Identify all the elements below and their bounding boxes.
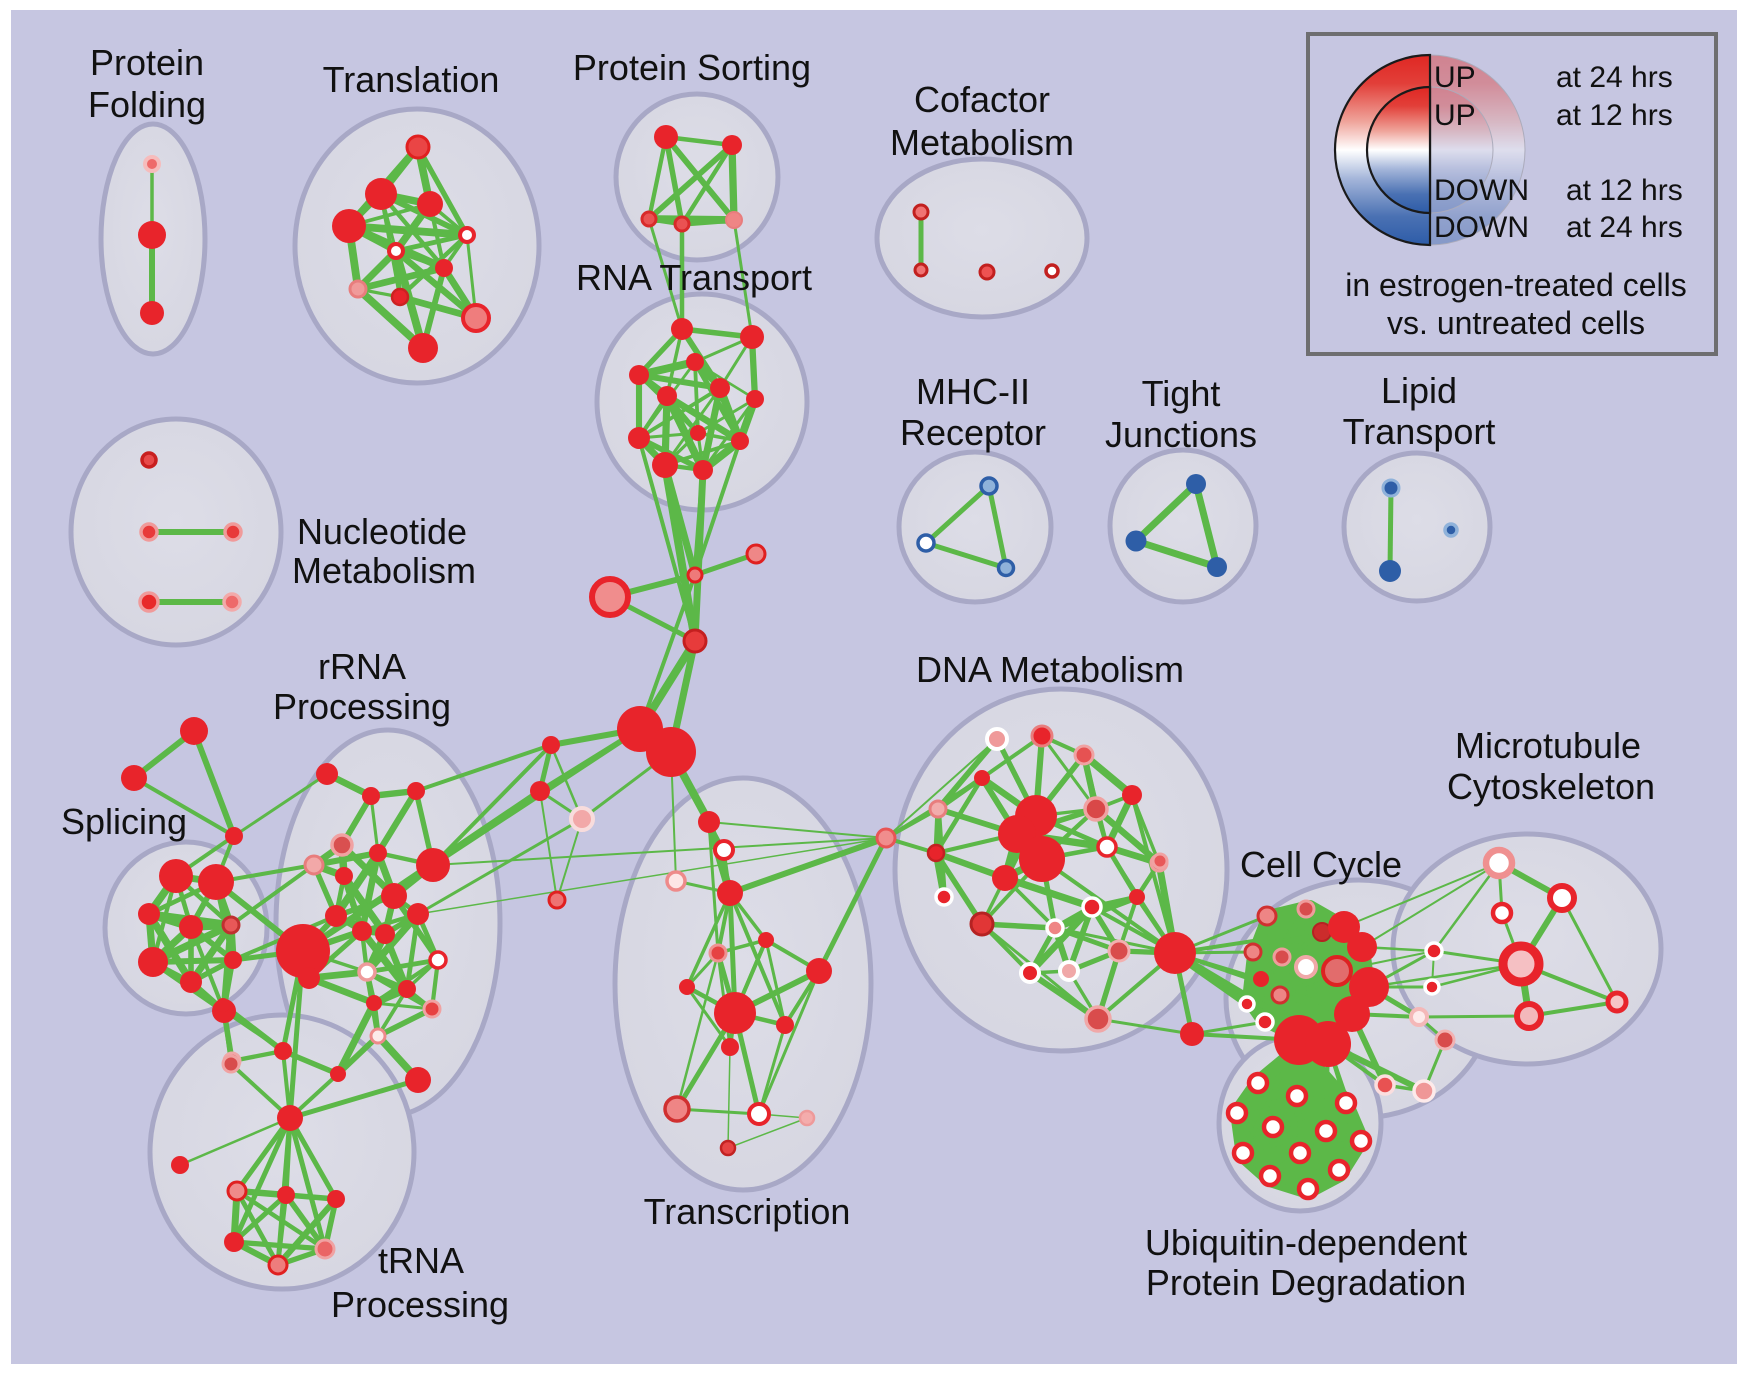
svg-text:Metabolism: Metabolism xyxy=(292,550,476,591)
svg-text:Cell Cycle: Cell Cycle xyxy=(1240,844,1402,885)
svg-text:Protein: Protein xyxy=(90,42,204,83)
svg-text:Tight: Tight xyxy=(1142,373,1221,414)
svg-text:Cofactor: Cofactor xyxy=(914,79,1050,120)
svg-text:Transcription: Transcription xyxy=(644,1191,851,1232)
svg-text:Lipid: Lipid xyxy=(1381,370,1457,411)
svg-text:UP: UP xyxy=(1434,99,1476,132)
svg-text:MHC-II: MHC-II xyxy=(916,371,1030,412)
svg-text:RNA Transport: RNA Transport xyxy=(576,257,812,298)
svg-text:tRNA: tRNA xyxy=(378,1240,464,1281)
svg-text:rRNA: rRNA xyxy=(318,646,406,687)
svg-text:in estrogen-treated cells: in estrogen-treated cells xyxy=(1345,267,1687,303)
svg-text:Metabolism: Metabolism xyxy=(890,122,1074,163)
svg-text:DOWN: DOWN xyxy=(1434,211,1529,244)
svg-text:DNA Metabolism: DNA Metabolism xyxy=(916,649,1184,690)
svg-text:Splicing: Splicing xyxy=(61,801,187,842)
svg-text:Nucleotide: Nucleotide xyxy=(297,511,467,552)
svg-text:Junctions: Junctions xyxy=(1105,414,1257,455)
svg-text:Translation: Translation xyxy=(323,59,500,100)
svg-text:at 12 hrs: at 12 hrs xyxy=(1566,174,1683,207)
svg-text:Receptor: Receptor xyxy=(900,412,1046,453)
svg-text:DOWN: DOWN xyxy=(1434,174,1529,207)
svg-text:Protein Degradation: Protein Degradation xyxy=(1146,1262,1466,1303)
svg-text:Processing: Processing xyxy=(331,1284,509,1325)
svg-text:at 24 hrs: at 24 hrs xyxy=(1556,61,1673,94)
svg-text:UP: UP xyxy=(1434,61,1476,94)
svg-text:at 12 hrs: at 12 hrs xyxy=(1556,99,1673,132)
svg-text:Ubiquitin-dependent: Ubiquitin-dependent xyxy=(1145,1222,1467,1263)
svg-text:Microtubule: Microtubule xyxy=(1455,725,1641,766)
svg-text:Protein Sorting: Protein Sorting xyxy=(573,47,811,88)
svg-text:Processing: Processing xyxy=(273,686,451,727)
svg-text:Cytoskeleton: Cytoskeleton xyxy=(1447,766,1655,807)
svg-text:Folding: Folding xyxy=(88,84,206,125)
svg-text:Transport: Transport xyxy=(1343,411,1496,452)
svg-text:at 24 hrs: at 24 hrs xyxy=(1566,211,1683,244)
svg-text:vs. untreated cells: vs. untreated cells xyxy=(1387,305,1645,341)
